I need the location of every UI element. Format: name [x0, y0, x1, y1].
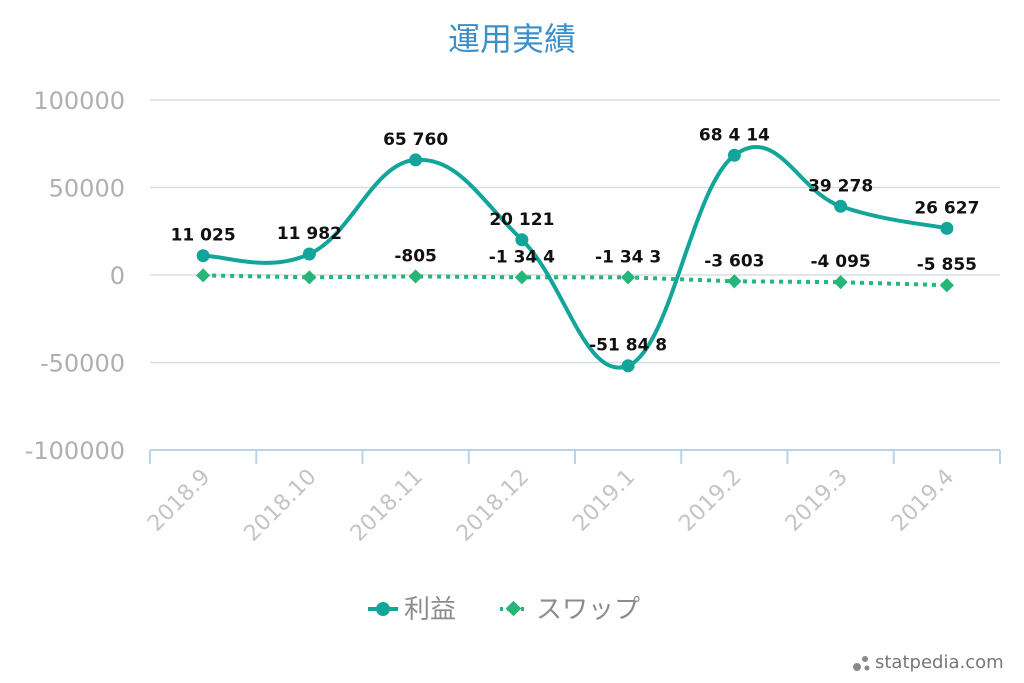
swap-data-label: -4 095	[810, 252, 870, 272]
profit-data-label: 11 982	[277, 224, 342, 244]
data-point[interactable]	[196, 268, 211, 283]
x-tick-label: 2018.9	[143, 465, 215, 537]
swap-data-label: -805	[394, 246, 437, 266]
series-profit	[196, 145, 954, 373]
swap-data-label: -3 603	[704, 251, 764, 271]
profit-data-label: 68 4 14	[699, 125, 770, 145]
x-tick-label: 2018.10	[240, 465, 322, 547]
data-point[interactable]	[514, 270, 529, 285]
x-tick-label: 2019.4	[887, 465, 959, 537]
swap-data-label: -1 34 4	[489, 247, 555, 267]
data-point[interactable]	[409, 153, 423, 167]
series-line	[201, 145, 949, 370]
watermark-dot-icon	[862, 656, 868, 662]
y-tick-label: 100000	[33, 87, 125, 115]
grid-lines	[150, 99, 1000, 364]
series-layer	[196, 145, 954, 373]
watermark: statpedia.com	[853, 652, 1004, 673]
data-point[interactable]	[302, 270, 317, 285]
data-point[interactable]	[621, 359, 635, 373]
legend-marker-profit	[376, 602, 390, 616]
profit-data-label: 65 760	[383, 130, 448, 150]
x-tick-label: 2018.11	[346, 465, 428, 547]
swap-data-label: -5 855	[917, 255, 977, 275]
profit-data-label: 39 278	[808, 176, 873, 196]
data-point[interactable]	[515, 233, 529, 247]
swap-data-label: -1 34 3	[595, 247, 661, 267]
data-point[interactable]	[833, 275, 848, 290]
data-point[interactable]	[727, 274, 742, 289]
data-labels: 11 025 11 982 65 760 20 121 -51 84 8 68 4 14 3…	[171, 125, 980, 355]
data-point[interactable]	[408, 269, 423, 284]
y-tick-label: -50000	[40, 350, 125, 378]
series-swap	[196, 268, 954, 293]
chart-title: 運用実績	[448, 20, 576, 58]
x-tick-label: 2018.12	[452, 465, 534, 547]
watermark-dot-icon	[853, 663, 861, 671]
profit-data-label: -51 84 8	[589, 336, 667, 356]
axes: 100000 50000 0 -50000 -100000 2018.9 2018.10 20…	[25, 87, 1001, 547]
x-tick-label: 2019.2	[675, 465, 747, 537]
legend: 利益 スワップ	[368, 595, 640, 625]
y-tick-label: -100000	[25, 437, 125, 465]
y-tick-label: 50000	[49, 175, 125, 203]
watermark-text: statpedia.com	[875, 652, 1004, 673]
data-point[interactable]	[196, 249, 210, 263]
profit-data-label: 26 627	[914, 198, 979, 218]
watermark-dot-icon	[864, 665, 870, 671]
data-point[interactable]	[940, 221, 954, 235]
profit-data-label: 20 121	[489, 210, 554, 230]
x-tick-label: 2019.1	[568, 465, 640, 537]
data-point[interactable]	[834, 199, 848, 213]
data-point[interactable]	[621, 270, 636, 285]
legend-item-swap[interactable]: スワップ	[500, 595, 640, 625]
x-tick-label: 2019.3	[781, 465, 853, 537]
legend-item-profit[interactable]: 利益	[368, 595, 456, 625]
data-point[interactable]	[302, 247, 316, 261]
legend-label-swap: スワップ	[536, 595, 640, 625]
data-point[interactable]	[939, 278, 954, 293]
profit-data-label: 11 025	[171, 226, 236, 246]
series-line	[203, 273, 947, 288]
legend-label-profit: 利益	[404, 595, 456, 625]
legend-marker-swap	[505, 600, 522, 617]
y-tick-label: 0	[110, 262, 125, 290]
data-point[interactable]	[727, 148, 741, 162]
